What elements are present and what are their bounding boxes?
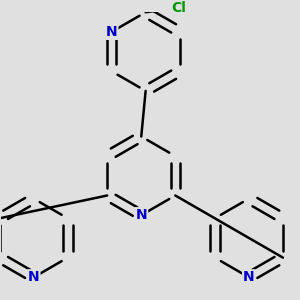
Text: N: N (135, 208, 147, 222)
Text: N: N (243, 270, 255, 284)
Text: Cl: Cl (171, 1, 186, 15)
Text: N: N (106, 25, 117, 39)
Text: N: N (28, 270, 39, 284)
